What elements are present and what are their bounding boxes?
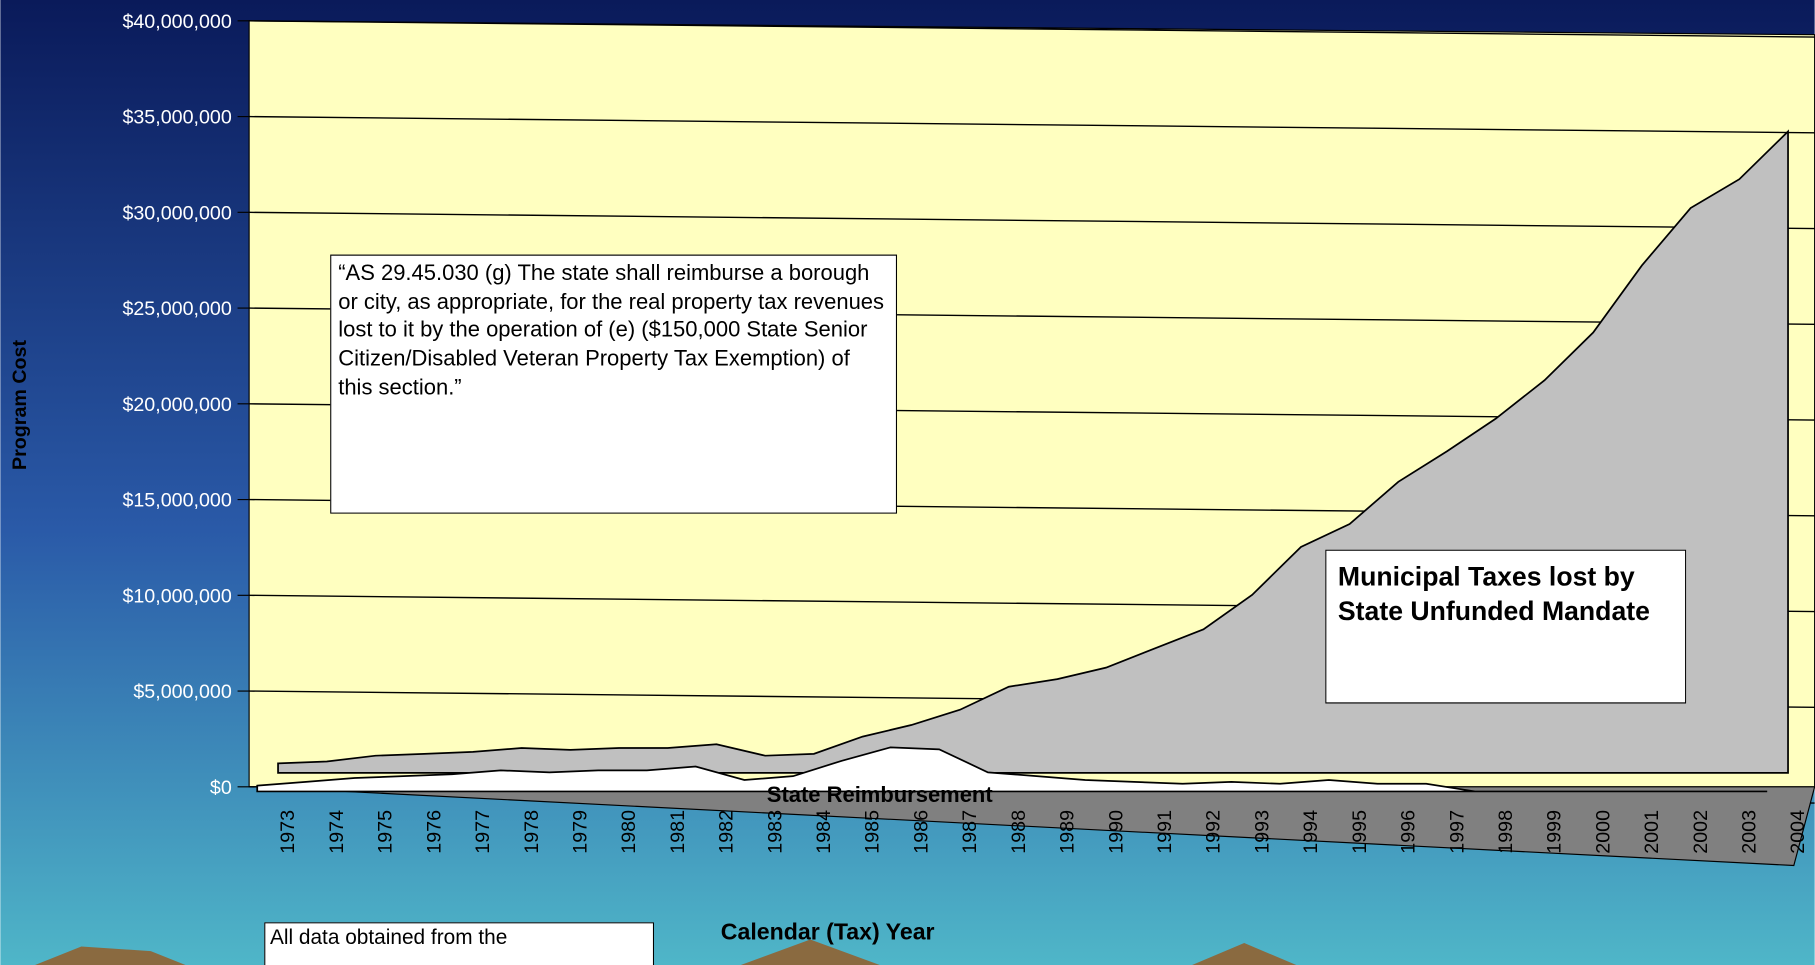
x-tick-label: 1977 (472, 810, 494, 854)
x-tick-label: 1992 (1203, 810, 1225, 854)
x-tick-label: 2000 (1592, 810, 1614, 854)
x-axis-title: Calendar (Tax) Year (721, 919, 935, 945)
x-tick-label: 1981 (667, 810, 689, 854)
x-tick-label: 1975 (375, 810, 397, 854)
x-tick-label: 1980 (618, 810, 640, 854)
y-tick-label: $40,000,000 (122, 11, 231, 33)
x-tick-label: 2003 (1739, 810, 1761, 854)
x-tick-label: 1993 (1251, 810, 1273, 854)
x-tick-label: 1996 (1398, 810, 1420, 854)
y-tick-label: $0 (210, 777, 232, 799)
y-tick-label: $10,000,000 (122, 585, 231, 607)
series-label: Municipal Taxes lost by State Unfunded M… (1325, 550, 1686, 704)
x-tick-label: 2002 (1690, 810, 1712, 854)
x-tick-label: 1997 (1446, 810, 1468, 854)
series-label-box: Municipal Taxes lost by State Unfunded M… (1325, 550, 1686, 704)
x-tick-label: 1998 (1495, 810, 1517, 854)
x-tick-label: 1991 (1154, 810, 1176, 854)
x-tick-label: 1984 (813, 810, 835, 854)
x-tick-label: 1978 (521, 810, 543, 854)
x-tick-label: 1985 (862, 810, 884, 854)
y-tick-label: $20,000,000 (122, 394, 231, 416)
annotation: “AS 29.45.030 (g) The state shall reimbu… (330, 255, 897, 514)
series-label: State Reimbursement (767, 782, 994, 807)
annotation-box: “AS 29.45.030 (g) The state shall reimbu… (330, 255, 897, 514)
source-note: All data obtained from the (264, 922, 654, 965)
x-tick-label: 1982 (716, 810, 738, 854)
x-tick-label: 1974 (326, 810, 348, 854)
x-tick-label: 1994 (1300, 810, 1322, 854)
x-tick-label: 1988 (1008, 810, 1030, 854)
source-note-box: All data obtained from the (264, 922, 654, 965)
y-axis-title: Program Cost (9, 340, 31, 470)
y-tick-label: $15,000,000 (122, 490, 231, 512)
x-tick-label: 2004 (1787, 810, 1809, 854)
x-tick-label: 1987 (959, 810, 981, 854)
x-tick-label: 1973 (277, 810, 299, 854)
x-tick-label: 1989 (1057, 810, 1079, 854)
x-tick-label: 1986 (910, 810, 932, 854)
page: {"chart_data": { "type": "area3d", "x_la… (0, 0, 1815, 965)
x-tick-label: 1995 (1349, 810, 1371, 854)
x-tick-label: 1983 (764, 810, 786, 854)
y-tick-label: $30,000,000 (122, 202, 231, 224)
y-tick-label: $5,000,000 (133, 681, 231, 703)
x-tick-label: 1979 (570, 810, 592, 854)
x-tick-label: 1976 (423, 810, 445, 854)
x-tick-label: 2001 (1641, 810, 1663, 854)
x-tick-label: 1999 (1544, 810, 1566, 854)
y-tick-label: $35,000,000 (122, 107, 231, 129)
chart: Program Cost Calendar (Tax) Year $0 $5,00… (0, 0, 1815, 965)
x-tick-label: 1990 (1105, 810, 1127, 854)
y-tick-label: $25,000,000 (122, 298, 231, 320)
